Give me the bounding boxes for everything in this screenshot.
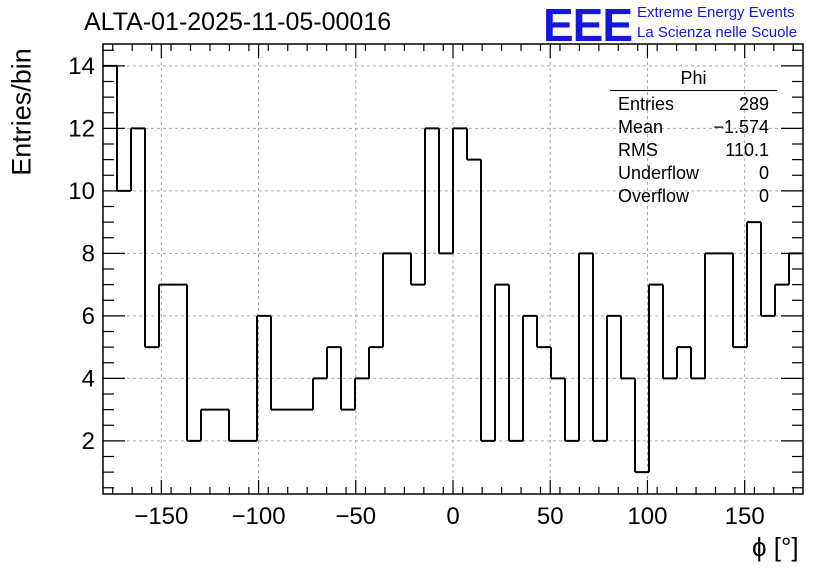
histogram-bin: [634, 378, 649, 474]
histogram-bin: [466, 128, 481, 161]
y-tick-label: 2: [82, 428, 95, 455]
y-tick-label: 12: [68, 115, 95, 142]
stats-value: −1.574: [713, 117, 769, 137]
histogram-bin: [760, 222, 775, 317]
stats-value: 0: [758, 186, 769, 206]
histogram-bin: [732, 253, 747, 349]
logo-caption-top: Extreme Energy Events: [637, 4, 795, 21]
x-axis-label: ϕ [°]: [752, 532, 799, 562]
histogram-bin: [158, 283, 173, 348]
histogram-bin: [508, 284, 523, 442]
stats-row-underflow: Underflow 0: [610, 162, 777, 185]
x-tick-label: 0: [446, 503, 459, 530]
histogram-bin: [200, 408, 215, 441]
histogram-bin: [662, 284, 677, 380]
y-axis-label: Entries/bin: [6, 48, 37, 176]
axis-ticks: [103, 44, 803, 494]
histogram-bin: [564, 378, 579, 442]
stats-value: 110.1: [725, 140, 769, 160]
x-tick-label: 150: [725, 503, 765, 530]
histogram-bin: [326, 346, 341, 379]
chart-title: ALTA-01-2025-11-05-00016: [84, 8, 392, 36]
stats-label: RMS: [618, 140, 658, 160]
y-tick-label: 10: [68, 178, 95, 205]
stats-value: 0: [758, 163, 769, 183]
stats-label: Overflow: [618, 186, 690, 206]
histogram-bin: [144, 128, 159, 349]
histogram-bin: [228, 409, 243, 442]
histogram-bin: [270, 315, 285, 411]
stats-histogram-name: Phi: [610, 68, 777, 91]
histogram-bin: [550, 347, 565, 380]
histogram-bin: [256, 314, 271, 441]
y-tick-label: 6: [82, 303, 95, 330]
histogram-bin: [676, 346, 691, 379]
y-tick-label: 8: [82, 240, 95, 267]
y-tick-label: 4: [82, 365, 95, 392]
x-tick-label: −150: [134, 503, 188, 530]
histogram-bin: [774, 283, 789, 316]
histogram-bin: [592, 253, 607, 442]
histogram-bin: [424, 127, 439, 285]
histogram-bin: [606, 314, 621, 441]
histogram-bin: [704, 252, 719, 379]
stats-label: Entries: [618, 94, 675, 114]
stats-label: Underflow: [618, 163, 700, 183]
histogram-bin: [578, 252, 593, 441]
stats-label: Mean: [618, 117, 664, 137]
x-tick-label: 50: [537, 503, 564, 530]
y-tick-label: 14: [68, 53, 95, 80]
tick-labels: −150 −100 −50 0 50 100 150 2 4 6 8 10 12 14: [68, 53, 764, 530]
histogram-bin: [494, 283, 509, 441]
x-tick-label: 100: [627, 503, 667, 530]
histogram-bin: [620, 315, 635, 380]
histogram-series: [103, 64, 803, 474]
x-tick-label: −100: [232, 503, 286, 530]
histogram-bin: [746, 221, 761, 348]
stats-row-overflow: Overflow 0: [610, 185, 777, 208]
eee-logo: EEE: [543, 0, 633, 51]
histogram-bin: [690, 347, 705, 380]
histogram-bin: [438, 128, 453, 255]
histogram-bin: [186, 284, 201, 442]
stats-value: 289: [738, 94, 769, 114]
histogram-bin: [340, 347, 355, 411]
histogram-bin: [522, 314, 537, 441]
histogram-bin: [536, 315, 551, 349]
x-tick-label: −50: [335, 503, 376, 530]
histogram-bin: [382, 252, 397, 348]
histogram-bin: [410, 253, 425, 286]
stats-row-mean: Mean −1.574: [610, 116, 777, 139]
histogram-bin: [368, 346, 383, 379]
histogram-bin: [452, 127, 467, 254]
logo-caption-bottom: La Scienza nelle Scuole: [637, 24, 798, 41]
histogram-bin: [312, 377, 327, 410]
stats-box: Phi Entries 289 Mean −1.574 RMS 110.1 Un…: [610, 68, 777, 208]
histogram-bin: [130, 127, 145, 191]
histogram-bin: [480, 159, 495, 442]
histogram-bin: [648, 283, 663, 473]
stats-row-entries: Entries 289: [610, 93, 777, 116]
stats-row-rms: RMS 110.1: [610, 139, 777, 162]
histogram-bin: [354, 377, 369, 410]
